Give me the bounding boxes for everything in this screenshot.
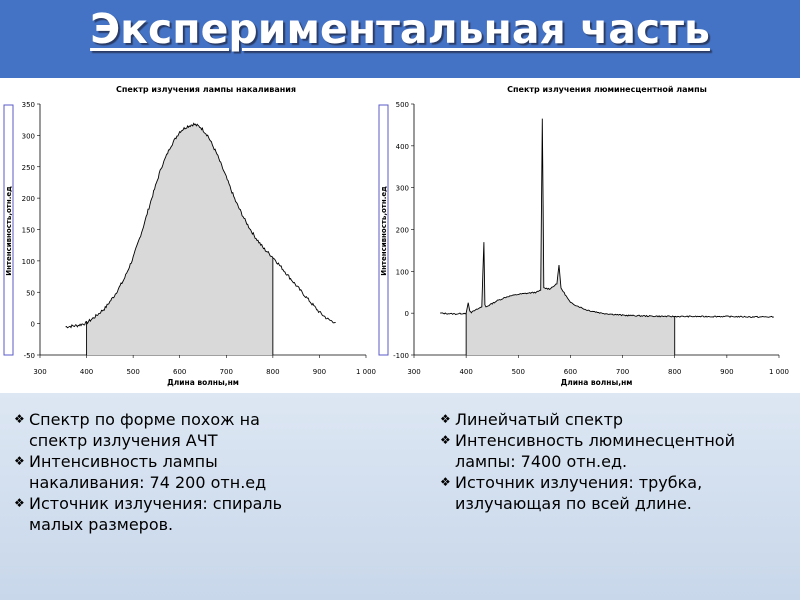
axis-label-y: Интенсивность,отн.ед (5, 186, 13, 276)
tick-label-y: 300 (396, 185, 409, 193)
tick-label-y: -100 (393, 352, 409, 360)
axis-label-x: Длина волны,нм (167, 378, 239, 387)
diamond-bullet-icon: ❖ (440, 412, 451, 426)
tick-label-x: 800 (668, 368, 681, 376)
bullet-text-line: Интенсивность люминесцентной (455, 431, 735, 450)
tick-label-x: 900 (720, 368, 733, 376)
conclusions-panel: ❖ Спектр по форме похож на спектр излучени… (0, 393, 800, 600)
tick-label-y: 200 (22, 195, 35, 203)
tick-label-x: 500 (512, 368, 525, 376)
diamond-bullet-icon: ❖ (14, 496, 25, 510)
axis-label-y: Интенсивность,отн.ед (380, 186, 388, 276)
charts-area: Спектр излучения лампы накаливания Интенс… (0, 81, 800, 393)
tick-label-y: 400 (396, 143, 409, 151)
diamond-bullet-icon: ❖ (440, 433, 451, 447)
tick-label-y: 350 (22, 101, 35, 109)
ylabel-frame (378, 104, 389, 356)
chart-incandescent: Спектр излучения лампы накаливания Интенс… (3, 85, 376, 387)
bullet-item: ❖ Интенсивность лампы накаливания: 74 200 … (14, 451, 374, 493)
header-divider (0, 78, 800, 81)
diamond-bullet-icon: ❖ (14, 412, 25, 426)
tick-label-y: 200 (396, 227, 409, 235)
tick-label-x: 900 (313, 368, 326, 376)
bullet-text-line: спектр излучения АЧТ (29, 431, 218, 450)
tick-label-x: 1 000 (356, 368, 376, 376)
ylabel-frame (3, 104, 14, 356)
slide-title: Экспериментальная часть (90, 5, 710, 53)
tick-label-x: 400 (459, 368, 472, 376)
tick-label-x: 400 (80, 368, 93, 376)
tick-label-y: 100 (22, 258, 35, 266)
bullet-text-line: Интенсивность лампы (29, 452, 218, 471)
tick-label-y: -50 (24, 352, 35, 360)
bullet-item: ❖ Интенсивность люминесцентной лампы: 7400… (440, 430, 790, 472)
tick-label-x: 300 (33, 368, 46, 376)
bullet-text-line: Источник излучения: трубка, (455, 473, 703, 492)
diamond-bullet-icon: ❖ (440, 475, 451, 489)
tick-label-x: 300 (407, 368, 420, 376)
tick-label-x: 600 (173, 368, 186, 376)
chart-fluorescent: Спектр излучения люминесцентной лампы Инт… (378, 85, 789, 387)
conclusions-left: ❖ Спектр по форме похож на спектр излучени… (14, 409, 374, 535)
chart-fluorescent-panel: Спектр излучения люминесцентной лампы Инт… (374, 81, 800, 393)
diamond-bullet-icon: ❖ (14, 454, 25, 468)
tick-label-y: 250 (22, 164, 35, 172)
conclusions-right: ❖ Линейчатый спектр ❖ Интенсивность люминес… (440, 409, 790, 514)
spectrum-line (440, 118, 774, 319)
tick-label-y: 150 (22, 227, 35, 235)
tick-label-x: 800 (266, 368, 279, 376)
axis-label-x: Длина волны,нм (561, 378, 633, 387)
shaded-area (86, 123, 273, 355)
shaded-area (466, 118, 675, 355)
bullet-text-line: лампы: 7400 отн.ед. (455, 452, 628, 471)
bullet-text-line: Линейчатый спектр (455, 410, 624, 429)
spectrum-line (65, 122, 336, 329)
tick-label-x: 1 000 (769, 368, 789, 376)
tick-label-y: 300 (22, 132, 35, 140)
bullet-text-line: накаливания: 74 200 отн.ед (29, 473, 267, 492)
chart-title: Спектр излучения люминесцентной лампы (507, 85, 707, 94)
slide-header: Экспериментальная часть (0, 0, 800, 78)
tick-label-y: 50 (26, 289, 35, 297)
bullet-text-line: малых размеров. (29, 515, 174, 534)
tick-label-x: 700 (616, 368, 629, 376)
bullet-text-line: Источник излучения: спираль (29, 494, 283, 513)
tick-label-y: 100 (396, 268, 409, 276)
tick-label-x: 500 (126, 368, 139, 376)
bullet-item: ❖ Источник излучения: трубка, излучающая п… (440, 472, 790, 514)
bullet-item: ❖ Источник излучения: спираль малых размер… (14, 493, 374, 535)
bullet-item: ❖ Линейчатый спектр (440, 409, 790, 430)
bullet-item: ❖ Спектр по форме похож на спектр излучени… (14, 409, 374, 451)
tick-label-x: 600 (564, 368, 577, 376)
bullet-text-line: Спектр по форме похож на (29, 410, 260, 429)
chart-incandescent-panel: Спектр излучения лампы накаливания Интенс… (0, 81, 400, 393)
tick-label-x: 700 (220, 368, 233, 376)
chart-title: Спектр излучения лампы накаливания (116, 85, 296, 94)
bullet-text-line: излучающая по всей длине. (455, 494, 692, 513)
tick-label-y: 0 (31, 321, 35, 329)
tick-label-y: 500 (396, 101, 409, 109)
tick-label-y: 0 (405, 310, 409, 318)
